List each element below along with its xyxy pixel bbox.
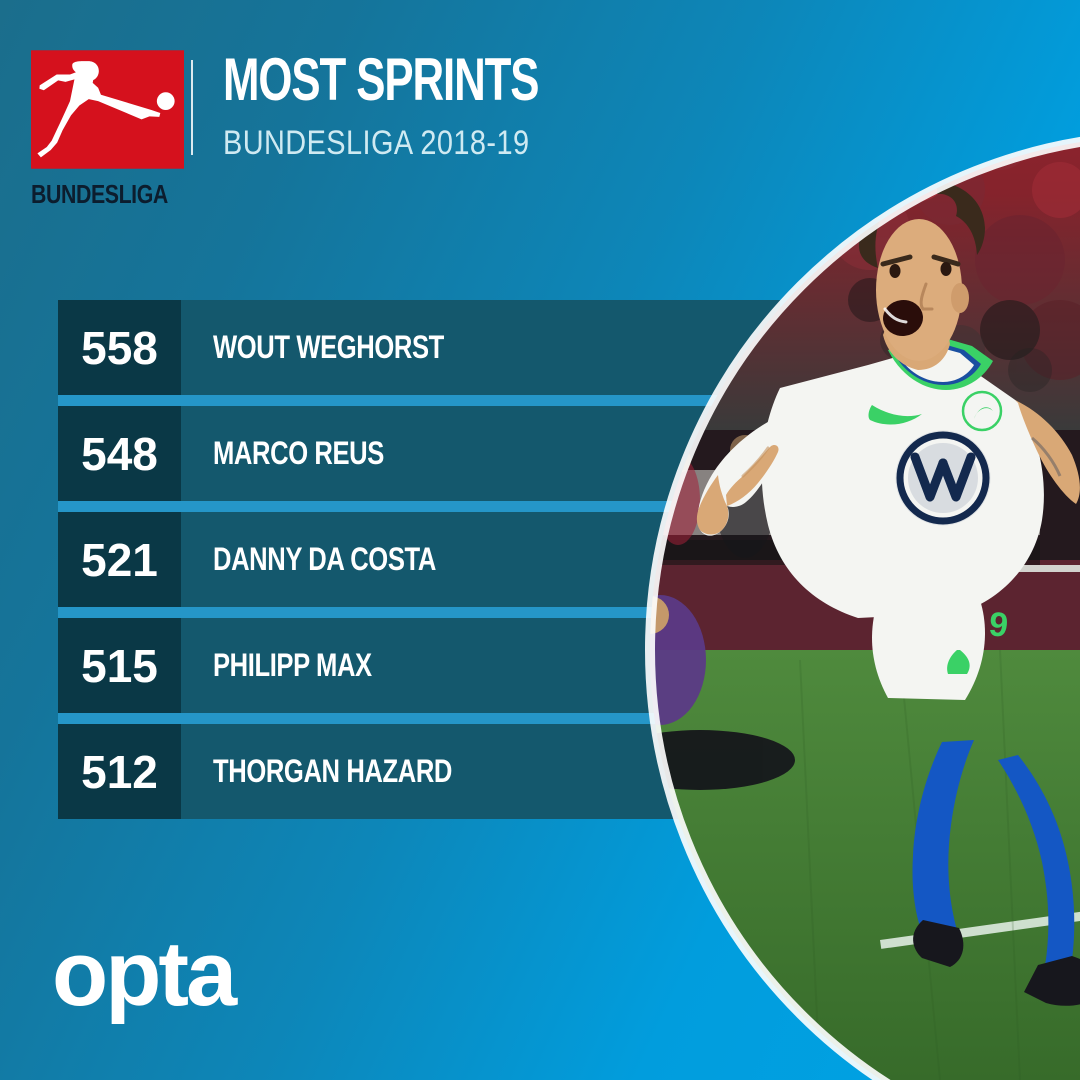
svg-text:9: 9 [987,605,1010,645]
